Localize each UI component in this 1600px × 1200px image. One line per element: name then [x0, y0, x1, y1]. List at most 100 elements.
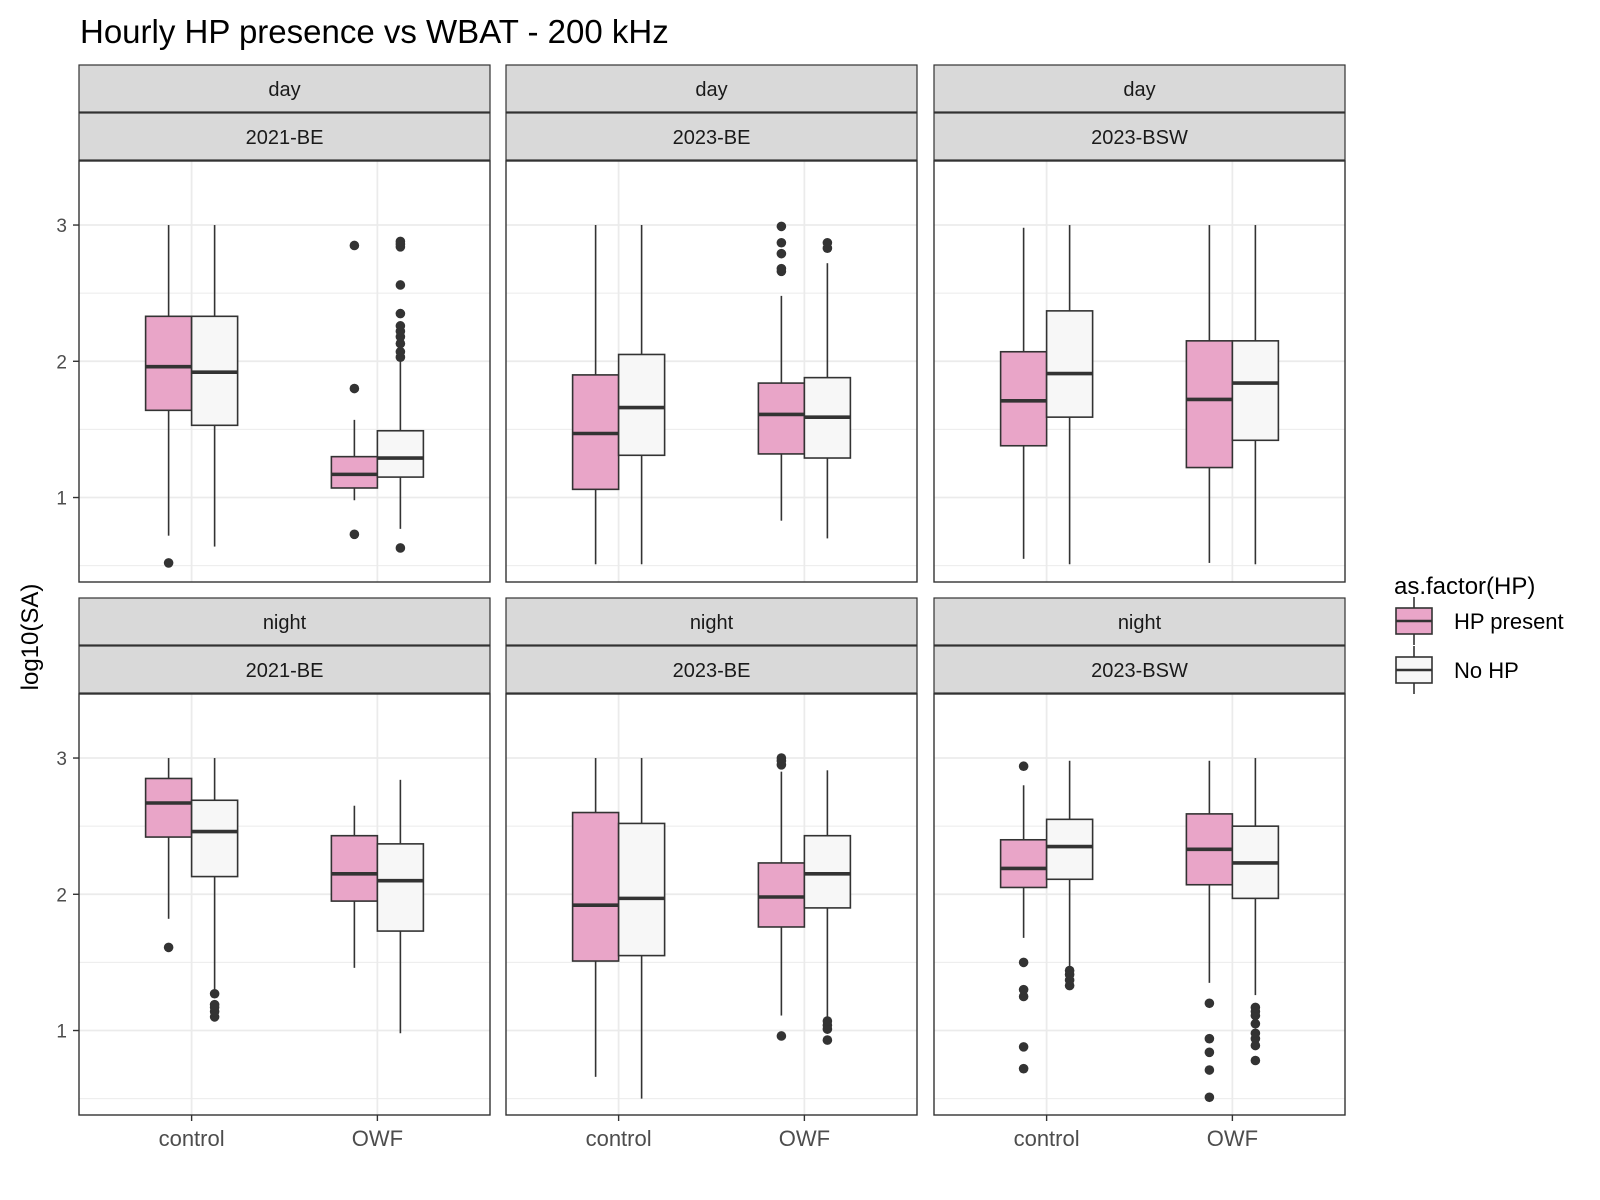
outlier-point [822, 1016, 833, 1026]
facet-strip-time-label: night [690, 612, 734, 634]
panel-border [505, 693, 918, 1116]
box-control-hp-present [571, 758, 620, 1077]
facet-panels: day 2021-BE 1 2 3 day 2023-BE day 2023-BSW night 2… [56, 64, 1346, 1151]
outlier-point [209, 999, 220, 1010]
y-axis-label: log10(SA) [17, 584, 44, 691]
outlier-point [822, 1035, 833, 1045]
x-tick-label: control [159, 1126, 225, 1151]
box-control-hp-present [144, 758, 193, 953]
outlier-point [1018, 1063, 1029, 1074]
x-tick-label: control [1014, 1126, 1080, 1151]
outlier-point [1250, 1028, 1261, 1039]
x-tick-label: OWF [779, 1126, 830, 1151]
facet-strip-site-label: 2023-BSW [1091, 127, 1188, 149]
box-owf-hp-present [1185, 760, 1234, 1103]
box-iqr [330, 455, 379, 489]
x-tick-label: control [586, 1126, 652, 1151]
facet-strip-time-label: night [1118, 612, 1162, 634]
box-iqr [757, 382, 806, 455]
box-owf-hp-present [330, 240, 379, 540]
y-tick-label: 2 [56, 352, 67, 373]
facet-panel: night 2021-BE 1 2 3 control OWF [56, 597, 491, 1151]
box-iqr [999, 350, 1048, 447]
outlier-point [1018, 1042, 1029, 1052]
outlier-point [1204, 1092, 1215, 1103]
facet-strip-time [505, 64, 918, 113]
box-owf-no-hp [803, 770, 852, 1045]
box-control-no-hp [190, 758, 239, 1022]
panel-border [78, 693, 491, 1116]
outlier-point [395, 346, 406, 357]
facet-strip-site-label: 2021-BE [246, 660, 324, 682]
outlier-point [1064, 965, 1075, 976]
outlier-point [776, 237, 787, 248]
outlier-point [1018, 957, 1029, 968]
box-iqr [376, 429, 425, 478]
box-iqr [617, 353, 666, 457]
outlier-point [395, 308, 406, 319]
outlier-point [395, 321, 406, 331]
outlier-point [776, 221, 787, 232]
facet-strip-site [505, 645, 918, 694]
legend: as.factor(HP) HP present No HP [1394, 573, 1564, 694]
outlier-point [1018, 761, 1029, 772]
facet-strip-site-label: 2023-BSW [1091, 660, 1188, 682]
outlier-point [776, 753, 787, 763]
y-tick-label: 2 [56, 885, 67, 906]
facet-strip-site [78, 112, 491, 161]
box-owf-hp-present [757, 221, 806, 521]
box-iqr [330, 834, 379, 902]
facet-strip-site-label: 2023-BE [673, 660, 751, 682]
box-iqr [144, 777, 193, 838]
box-iqr [571, 811, 620, 962]
legend-key-no-hp: No HP [1395, 646, 1519, 694]
plot-background [934, 694, 1345, 1115]
outlier-point [1250, 1018, 1261, 1029]
facet-panel: day 2023-BSW [933, 64, 1346, 583]
box-iqr [144, 315, 193, 412]
facet-strip-time-label: day [695, 79, 727, 101]
outlier-point [1250, 1040, 1261, 1051]
legend-title: as.factor(HP) [1394, 573, 1535, 600]
box-iqr [999, 838, 1048, 889]
plot-background [506, 161, 917, 582]
box-iqr [376, 843, 425, 932]
legend-label: No HP [1454, 658, 1519, 683]
legend-keys: HP present No HP [1395, 597, 1564, 694]
box-control-hp-present [571, 225, 620, 565]
box-control-no-hp [617, 225, 666, 565]
box-iqr [617, 822, 666, 957]
x-tick-label: OWF [1207, 1126, 1258, 1151]
box-iqr [1185, 340, 1234, 469]
outlier-point [395, 236, 406, 247]
outlier-point [1204, 1033, 1215, 1044]
facet-strip-site [933, 112, 1346, 161]
facet-strip-time [78, 64, 491, 113]
box-control-hp-present [999, 227, 1048, 559]
box-iqr [803, 834, 852, 909]
facet-strip-time-label: night [263, 612, 307, 634]
outlier-point [349, 529, 360, 540]
panel-border [505, 160, 918, 583]
box-owf-no-hp [376, 779, 425, 1034]
facet-strip-time-label: day [268, 79, 300, 101]
box-iqr [1045, 818, 1094, 881]
outlier-point [1204, 1065, 1215, 1075]
box-control-hp-present [999, 761, 1048, 1074]
chart-title: Hourly HP presence vs WBAT - 200 kHz [80, 13, 669, 50]
facet-strip-time-label: day [1123, 79, 1155, 101]
box-control-no-hp [1045, 225, 1094, 565]
legend-label: HP present [1454, 609, 1564, 634]
box-control-no-hp [190, 225, 239, 547]
facet-strip-site [505, 112, 918, 161]
box-control-no-hp [1045, 760, 1094, 991]
box-owf-no-hp [1231, 225, 1280, 565]
box-iqr [1231, 340, 1280, 442]
facet-panel: day 2023-BE [505, 64, 918, 583]
facet-strip-site [78, 645, 491, 694]
box-owf-no-hp [1231, 758, 1280, 1066]
panel-border [933, 160, 1346, 583]
outlier-point [1018, 991, 1029, 1002]
outlier-point [395, 280, 406, 290]
